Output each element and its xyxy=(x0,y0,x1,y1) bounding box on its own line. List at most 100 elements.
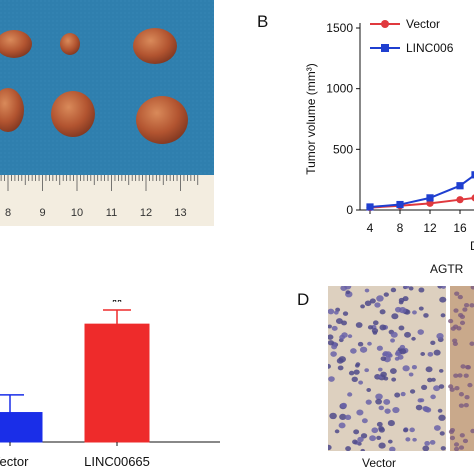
cell-nucleus xyxy=(460,364,466,369)
cell-nucleus xyxy=(469,303,474,308)
legend-label: LINC006 xyxy=(406,41,454,55)
cell-nucleus xyxy=(453,308,459,313)
cell-nucleus xyxy=(341,332,348,338)
cell-nucleus xyxy=(387,420,395,427)
x-tick-label: 4 xyxy=(367,221,374,235)
cell-nucleus xyxy=(344,414,352,420)
cell-nucleus xyxy=(340,286,348,291)
cell-nucleus xyxy=(348,370,355,376)
cell-nucleus xyxy=(375,393,383,400)
tumor-volume-line-chart: 0 500 1000 1500 4 8 12 16Days Tumor volume (mm³)… xyxy=(304,17,474,253)
cell-nucleus xyxy=(376,345,383,351)
cell-nucleus xyxy=(365,399,372,405)
cell-nucleus xyxy=(453,442,460,447)
cell-nucleus xyxy=(351,376,358,383)
cell-nucleus xyxy=(398,300,404,305)
legend-marker xyxy=(381,20,389,28)
x-tick-label: 12 xyxy=(423,221,437,235)
cell-nucleus xyxy=(380,371,387,378)
cell-nucleus xyxy=(399,344,406,350)
cell-nucleus xyxy=(392,406,400,414)
cell-nucleus xyxy=(425,366,433,373)
cell-nucleus xyxy=(440,313,446,318)
cell-nucleus xyxy=(377,367,383,372)
cell-nucleus xyxy=(411,365,417,370)
panel-a-photo: 8 9 10 11 12 13 xyxy=(0,0,214,226)
x-tick-label: LINC00665 xyxy=(84,454,150,469)
ruler-label: 13 xyxy=(174,207,186,219)
cell-nucleus xyxy=(431,377,436,382)
cell-nucleus xyxy=(437,408,443,413)
cell-nucleus xyxy=(345,446,352,451)
data-point xyxy=(396,200,404,209)
cell-nucleus xyxy=(378,426,384,432)
cell-nucleus xyxy=(328,324,332,329)
cell-nucleus xyxy=(369,298,376,304)
tumor-specimen xyxy=(0,88,24,132)
ihc-micrograph xyxy=(328,286,474,451)
cell-nucleus xyxy=(394,392,401,398)
cell-nucleus xyxy=(399,348,407,355)
x-tick-label: 8 xyxy=(397,221,404,235)
cell-nucleus xyxy=(383,399,391,405)
cell-nucleus xyxy=(360,304,365,309)
cell-nucleus xyxy=(359,346,368,353)
cell-nucleus xyxy=(463,402,469,408)
cell-nucleus xyxy=(408,372,414,377)
cell-nucleus xyxy=(439,431,445,436)
cell-nucleus xyxy=(421,384,428,390)
cell-nucleus xyxy=(376,295,384,302)
cell-nucleus xyxy=(453,446,460,451)
data-point xyxy=(366,203,374,211)
cell-nucleus xyxy=(336,357,344,364)
cell-nucleus xyxy=(409,389,416,394)
cell-nucleus xyxy=(430,394,436,400)
cell-nucleus xyxy=(463,303,470,308)
cell-nucleus xyxy=(412,437,417,442)
cell-nucleus xyxy=(403,428,409,433)
cell-nucleus xyxy=(465,364,471,370)
ruler-label: 12 xyxy=(140,207,152,219)
data-point xyxy=(456,196,464,204)
panel-d-title: AGTR xyxy=(430,262,464,276)
cell-nucleus xyxy=(441,286,446,289)
cell-nucleus xyxy=(357,436,364,443)
cell-nucleus xyxy=(463,373,469,378)
cell-nucleus xyxy=(360,433,368,439)
bar xyxy=(84,323,150,443)
cell-nucleus xyxy=(418,306,424,311)
cell-nucleus xyxy=(464,394,470,400)
cell-nucleus xyxy=(404,286,410,289)
bar xyxy=(0,412,43,443)
cell-nucleus xyxy=(412,310,417,315)
cell-nucleus xyxy=(427,351,434,357)
cell-nucleus xyxy=(352,439,358,445)
y-tick-label: 1500 xyxy=(326,21,353,35)
ruler xyxy=(0,175,214,226)
data-point xyxy=(426,199,434,207)
legend-marker xyxy=(381,44,389,52)
expression-bar-chart: Vector ** LINC00665 xyxy=(0,300,220,469)
cell-nucleus xyxy=(453,373,459,378)
cell-nucleus xyxy=(422,445,430,451)
tumor-specimen xyxy=(60,33,80,55)
y-axis-label: Tumor volume (mm³) xyxy=(304,63,318,175)
cell-nucleus xyxy=(356,409,364,416)
cell-nucleus xyxy=(436,333,444,340)
cell-nucleus xyxy=(384,408,391,414)
cell-nucleus xyxy=(364,300,372,307)
cell-nucleus xyxy=(390,331,398,338)
cell-nucleus xyxy=(400,391,406,397)
cell-nucleus xyxy=(452,338,458,343)
cell-nucleus xyxy=(458,392,465,397)
ruler-label: 11 xyxy=(106,207,117,219)
cell-nucleus xyxy=(448,384,454,389)
cell-nucleus xyxy=(337,365,344,371)
cell-nucleus xyxy=(408,286,414,291)
cell-nucleus xyxy=(440,446,446,451)
cell-nucleus xyxy=(331,325,338,331)
cell-nucleus xyxy=(342,311,349,316)
panel-d-caption: Vector xyxy=(362,456,397,470)
cell-nucleus xyxy=(378,405,385,411)
cell-nucleus xyxy=(366,388,372,393)
